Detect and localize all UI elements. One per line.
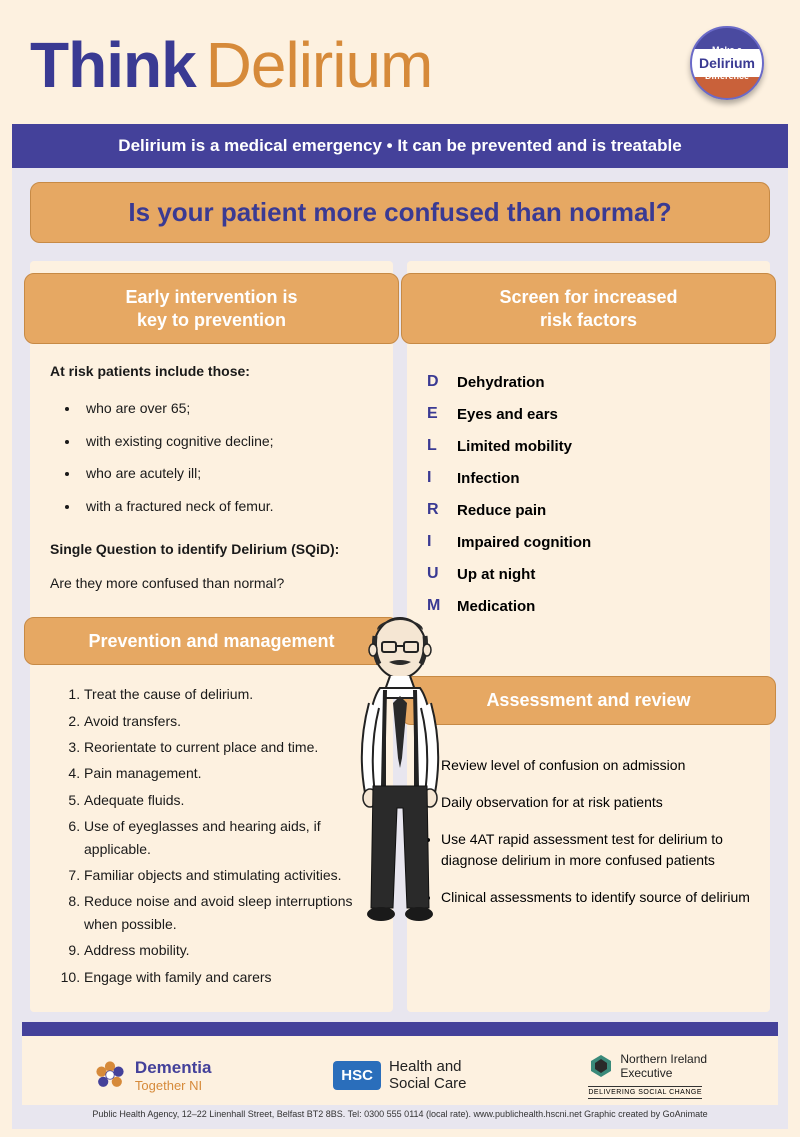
columns: Early intervention is key to prevention … — [22, 261, 778, 1012]
title: ThinkDelirium — [30, 28, 770, 102]
logo2-text: Health and Social Care — [389, 1058, 467, 1092]
acro-word: Impaired cognition — [457, 534, 591, 551]
sqid-question: Are they more confused than normal? — [50, 572, 373, 594]
step-item: Engage with family and carers — [84, 964, 373, 990]
badge-icon: Make a Delirium Difference — [690, 26, 764, 100]
step-item: Address mobility. — [84, 937, 373, 963]
step-item: Reduce noise and avoid sleep interruptio… — [84, 888, 373, 937]
logo3-line1: Northern Ireland — [620, 1052, 707, 1066]
acro-word: Medication — [457, 598, 535, 615]
assess-item: Review level of confusion on admission — [441, 747, 756, 784]
step-item: Treat the cause of delirium. — [84, 681, 373, 707]
pill-assessment: Assessment and review — [401, 676, 776, 725]
step-item: Use of eyeglasses and hearing aids, if a… — [84, 813, 373, 862]
step-item: Avoid transfers. — [84, 708, 373, 734]
hero: ThinkDelirium Make a Delirium Difference — [12, 0, 788, 124]
step-item: Familiar objects and stimulating activit… — [84, 862, 373, 888]
step-item: Reorientate to current place and time. — [84, 734, 373, 760]
sqid-heading: Single Question to identify Delirium (SQ… — [50, 541, 339, 557]
risk-item: with a fractured neck of femur. — [80, 490, 373, 522]
assess-item: Clinical assessments to identify source … — [441, 879, 756, 916]
strapline: Delirium is a medical emergency • It can… — [12, 124, 788, 168]
acronym-list: DDehydrationEEyes and earsLLimited mobil… — [407, 360, 770, 628]
acro-word: Up at night — [457, 566, 535, 583]
risk-item: who are acutely ill; — [80, 457, 373, 489]
badge-bot: Difference — [705, 71, 749, 81]
title-word1: Think — [30, 29, 196, 101]
acro-row: LLimited mobility — [427, 430, 750, 462]
page: ThinkDelirium Make a Delirium Difference… — [0, 0, 800, 1137]
risk-item: who are over 65; — [80, 392, 373, 424]
acro-letter: R — [427, 501, 457, 519]
footer-text: Public Health Agency, 12–22 Linenhall St… — [22, 1105, 778, 1119]
acro-letter: D — [427, 373, 457, 391]
right-column: Screen for increased risk factors DDehyd… — [407, 261, 770, 1012]
assess-item: Daily observation for at risk patients — [441, 784, 756, 821]
logos-row: Dementia Together NI HSC Health and Soci… — [22, 1036, 778, 1105]
pill-screen: Screen for increased risk factors — [401, 273, 776, 344]
acro-row: IInfection — [427, 462, 750, 494]
acro-row: RReduce pain — [427, 494, 750, 526]
assess-list: Review level of confusion on admissionDa… — [407, 741, 770, 922]
acro-row: IImpaired cognition — [427, 526, 750, 558]
hsc-mark-icon: HSC — [333, 1061, 381, 1090]
logo1-line2: Together NI — [135, 1078, 212, 1093]
acro-letter: I — [427, 469, 457, 487]
acro-letter: E — [427, 405, 457, 423]
acro-row: UUp at night — [427, 558, 750, 590]
acro-row: EEyes and ears — [427, 398, 750, 430]
acro-letter: U — [427, 565, 457, 583]
assess-item: Use 4AT rapid assessment test for deliri… — [441, 821, 756, 879]
left-content: At risk patients include those: who are … — [30, 360, 393, 595]
flower-icon — [93, 1058, 127, 1092]
acro-word: Limited mobility — [457, 438, 572, 455]
steps-content: Treat the cause of delirium.Avoid transf… — [30, 681, 393, 990]
badge-top: Make a — [712, 45, 742, 55]
acro-word: Reduce pain — [457, 502, 546, 519]
left-column: Early intervention is key to prevention … — [30, 261, 393, 1012]
logo-hsc: HSC Health and Social Care — [333, 1058, 466, 1092]
acro-word: Infection — [457, 470, 520, 487]
pill-early-intervention: Early intervention is key to prevention — [24, 273, 399, 344]
acro-letter: I — [427, 533, 457, 551]
acro-row: DDehydration — [427, 366, 750, 398]
acro-row: MMedication — [427, 590, 750, 622]
logo3-line2: Executive — [620, 1066, 707, 1080]
acro-letter: M — [427, 597, 457, 615]
acro-word: Dehydration — [457, 374, 545, 391]
badge-mid: Delirium — [699, 55, 755, 71]
step-item: Pain management. — [84, 760, 373, 786]
risk-heading: At risk patients include those: — [50, 363, 250, 379]
steps-list: Treat the cause of delirium.Avoid transf… — [50, 681, 373, 990]
logo3-tag: DELIVERING SOCIAL CHANGE — [588, 1086, 702, 1099]
acro-letter: L — [427, 437, 457, 455]
hex-icon — [588, 1053, 614, 1079]
logo-dementia: Dementia Together NI — [93, 1058, 212, 1093]
logo1-line1: Dementia — [135, 1058, 212, 1078]
main-question: Is your patient more confused than norma… — [30, 182, 770, 243]
acro-word: Eyes and ears — [457, 406, 558, 423]
body: Is your patient more confused than norma… — [12, 168, 788, 1129]
title-word2: Delirium — [206, 29, 433, 101]
logo-nie: Northern Ireland Executive DELIVERING SO… — [588, 1052, 707, 1099]
risk-list: who are over 65;with existing cognitive … — [50, 392, 373, 522]
footer-bar — [22, 1022, 778, 1036]
risk-item: with existing cognitive decline; — [80, 425, 373, 457]
pill-prevention: Prevention and management — [24, 617, 399, 666]
step-item: Adequate fluids. — [84, 787, 373, 813]
